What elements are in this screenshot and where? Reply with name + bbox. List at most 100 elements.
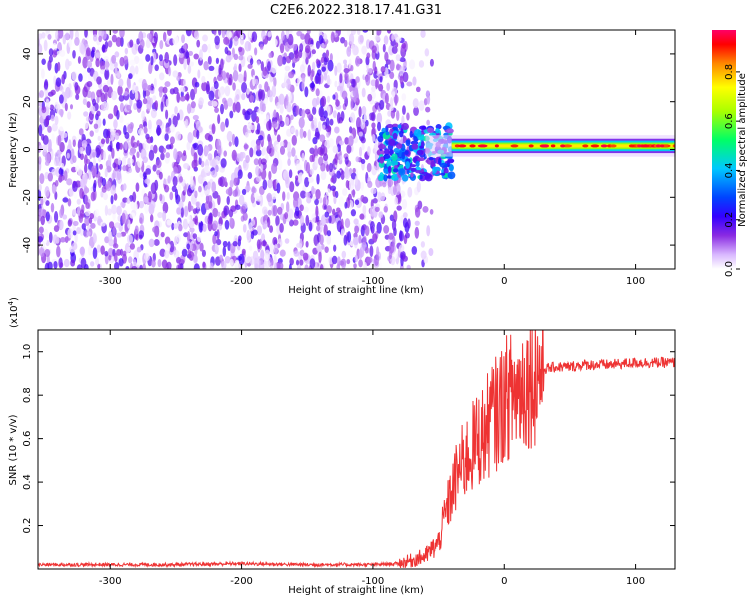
- heatmap-cell: [207, 181, 211, 190]
- heatmap-cell: [312, 195, 316, 201]
- heatmap-cell: [413, 128, 422, 137]
- heatmap-cell: [169, 123, 176, 133]
- heatmap-cell: [358, 234, 362, 244]
- heatmap-cell: [253, 193, 259, 199]
- heatmap-cell: [194, 190, 198, 199]
- heatmap-cell: [417, 157, 426, 161]
- heatmap-cell: [240, 151, 246, 159]
- heatmap-cell: [287, 158, 291, 167]
- heatmap-cell: [245, 155, 250, 164]
- heatmap-cell: [178, 47, 185, 54]
- heatmap-cell: [392, 132, 398, 140]
- heatmap-cell: [279, 43, 285, 54]
- heatmap-cell: [409, 130, 413, 138]
- heatmap-cell: [222, 97, 227, 104]
- heatmap-cell: [169, 240, 175, 253]
- heatmap-cell: [225, 188, 231, 195]
- heatmap-cell: [186, 230, 191, 243]
- heatmap-cell: [132, 178, 138, 185]
- heatmap-cell: [38, 189, 42, 201]
- colorbar-label: Normalized spectral amplitude: [737, 73, 748, 227]
- heatmap-cell: [396, 36, 402, 42]
- heatmap-cell: [542, 144, 550, 148]
- snr-line-plot: [38, 330, 675, 569]
- heatmap-cell: [142, 263, 146, 269]
- heatmap-cell: [201, 43, 208, 53]
- heatmap-cell: [285, 201, 290, 213]
- heatmap-cell: [138, 58, 144, 71]
- heatmap-cell: [146, 33, 152, 40]
- heatmap-cell: [363, 261, 368, 269]
- heatmap-cell: [74, 30, 80, 40]
- heatmap-cell: [421, 171, 429, 175]
- heatmap-cell: [320, 218, 327, 224]
- heatmap-cell: [47, 125, 52, 133]
- heatmap-cell: [286, 141, 291, 154]
- heatmap-cell: [153, 78, 157, 89]
- heatmap-cell: [244, 110, 251, 121]
- heatmap-cell: [214, 155, 221, 165]
- heatmap-cell: [277, 54, 284, 67]
- heatmap-cell: [246, 229, 251, 241]
- heatmap-cell: [142, 98, 148, 105]
- heatmap-cell: [97, 175, 102, 188]
- heatmap-cell: [231, 149, 237, 161]
- heatmap-cell: [38, 156, 42, 165]
- heatmap-cell: [326, 95, 331, 103]
- heatmap-cell: [328, 215, 332, 224]
- heatmap-cell: [334, 154, 338, 166]
- heatmap-cell: [363, 65, 368, 78]
- heatmap-cell: [333, 244, 337, 252]
- heatmap-cell: [112, 30, 118, 34]
- heatmap-cell: [209, 262, 214, 269]
- heatmap-cell: [297, 172, 304, 184]
- heatmap-cell: [402, 71, 409, 83]
- heatmap-cell: [107, 208, 112, 216]
- x-tick-label: -200: [230, 276, 253, 287]
- heatmap-cell: [390, 109, 396, 119]
- x-tick-label: -100: [362, 276, 385, 287]
- heatmap-cell: [307, 129, 311, 142]
- heatmap-cell: [311, 97, 318, 108]
- heatmap-cell: [164, 236, 171, 245]
- heatmap-cell: [284, 116, 290, 127]
- heatmap-cell: [268, 143, 274, 149]
- heatmap-cell: [161, 259, 168, 269]
- heatmap-cell: [325, 188, 331, 197]
- colorbar-tick-label: 0.2: [724, 212, 735, 228]
- heatmap-cell: [371, 86, 376, 92]
- heatmap-cell: [315, 40, 320, 49]
- heatmap-cell: [319, 234, 324, 246]
- heatmap-cell: [71, 148, 75, 161]
- heatmap-cell: [118, 95, 125, 102]
- heatmap-cell: [330, 185, 337, 192]
- heatmap-cell: [95, 58, 100, 68]
- heatmap-cell: [128, 73, 133, 79]
- snr-x-axis-label: Height of straight line (km): [288, 585, 424, 596]
- heatmap-cell: [228, 141, 232, 147]
- heatmap-cell: [301, 109, 306, 119]
- heatmap-cell: [418, 60, 425, 68]
- spectrogram-heatmap: [38, 30, 675, 269]
- heatmap-cell: [410, 167, 417, 172]
- heatmap-cell: [419, 175, 423, 180]
- heatmap-cell: [401, 198, 408, 210]
- heatmap-cell: [185, 51, 190, 59]
- heatmap-cell: [404, 150, 409, 155]
- heatmap-cell: [41, 106, 47, 114]
- heatmap-cell: [308, 176, 314, 183]
- heatmap-cell: [43, 196, 47, 203]
- heatmap-cell: [155, 159, 162, 169]
- heatmap-cell: [299, 64, 305, 74]
- heatmap-cell: [282, 191, 286, 202]
- heatmap-cell: [405, 161, 410, 169]
- heatmap-cell: [302, 252, 309, 261]
- heatmap-cell: [44, 153, 51, 163]
- heatmap-cell: [157, 259, 162, 268]
- heatmap-cell: [185, 30, 192, 37]
- heatmap-cell: [191, 159, 198, 170]
- heatmap-cell: [259, 100, 264, 112]
- heatmap-cell: [208, 212, 213, 222]
- heatmap-cell: [294, 49, 299, 59]
- heatmap-cell: [205, 146, 210, 153]
